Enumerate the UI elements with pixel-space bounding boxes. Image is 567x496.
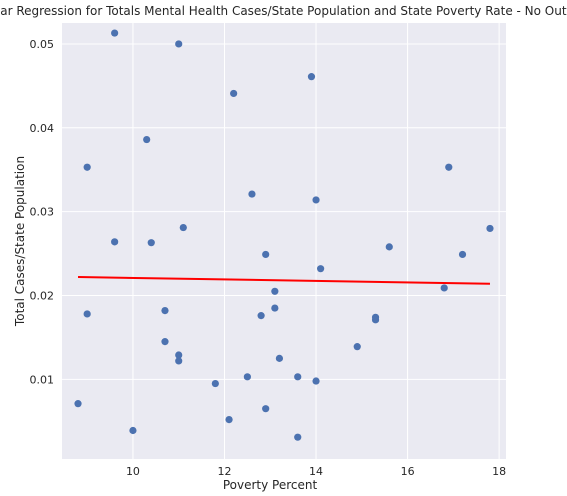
data-point xyxy=(83,163,91,171)
data-point xyxy=(275,354,284,362)
data-point xyxy=(179,223,187,232)
data-point xyxy=(129,426,137,435)
data-point xyxy=(225,415,233,424)
x-tick-labels: 10 12 14 16 18 xyxy=(126,465,506,478)
data-point xyxy=(317,265,325,273)
x-tick-label: 12 xyxy=(217,465,231,478)
y-tick-labels: 0.01 0.02 0.03 0.04 0.05 xyxy=(30,38,55,386)
data-point xyxy=(294,373,302,381)
y-tick-label: 0.02 xyxy=(30,290,55,303)
data-point xyxy=(175,357,183,365)
x-tick-label: 14 xyxy=(309,465,323,478)
data-point xyxy=(111,29,119,37)
data-point xyxy=(257,312,265,320)
plot-area xyxy=(62,23,506,459)
data-point xyxy=(243,373,251,381)
data-point xyxy=(175,351,183,359)
data-point xyxy=(271,304,279,312)
data-point xyxy=(83,310,91,318)
y-tick-label: 0.05 xyxy=(30,38,55,51)
x-tick-label: 10 xyxy=(126,465,140,478)
regression-line xyxy=(78,276,490,285)
x-tick-label: 18 xyxy=(492,465,506,478)
grid-lines xyxy=(62,23,506,459)
data-point xyxy=(248,190,256,198)
data-point xyxy=(147,239,155,247)
data-point xyxy=(458,250,467,259)
data-point xyxy=(211,379,219,388)
data-point xyxy=(230,89,238,98)
data-point xyxy=(271,287,279,295)
data-point xyxy=(353,343,361,351)
data-point xyxy=(445,163,453,171)
y-tick-label: 0.04 xyxy=(30,122,55,135)
data-point xyxy=(143,135,151,144)
data-point xyxy=(175,40,183,48)
data-point xyxy=(312,196,320,204)
data-point xyxy=(294,433,302,441)
data-point xyxy=(74,400,82,408)
regression-line-group xyxy=(78,276,490,285)
scatter-points xyxy=(74,29,494,441)
x-axis-label: Poverty Percent xyxy=(223,478,318,492)
data-point xyxy=(486,224,494,233)
data-point xyxy=(385,243,393,251)
chart-title: Linear Regression for Totals Mental Heal… xyxy=(0,4,567,18)
y-axis-label: Total Cases/State Population xyxy=(13,156,27,327)
x-tick-label: 16 xyxy=(401,465,415,478)
data-point xyxy=(262,405,270,413)
data-point xyxy=(371,316,380,324)
y-tick-label: 0.03 xyxy=(30,206,55,219)
data-point xyxy=(440,284,448,292)
data-point xyxy=(111,238,119,246)
y-tick-label: 0.01 xyxy=(30,373,55,386)
data-point xyxy=(262,250,270,259)
data-point xyxy=(307,73,316,81)
data-point xyxy=(312,377,320,385)
data-point xyxy=(161,338,169,346)
data-point xyxy=(161,306,169,315)
